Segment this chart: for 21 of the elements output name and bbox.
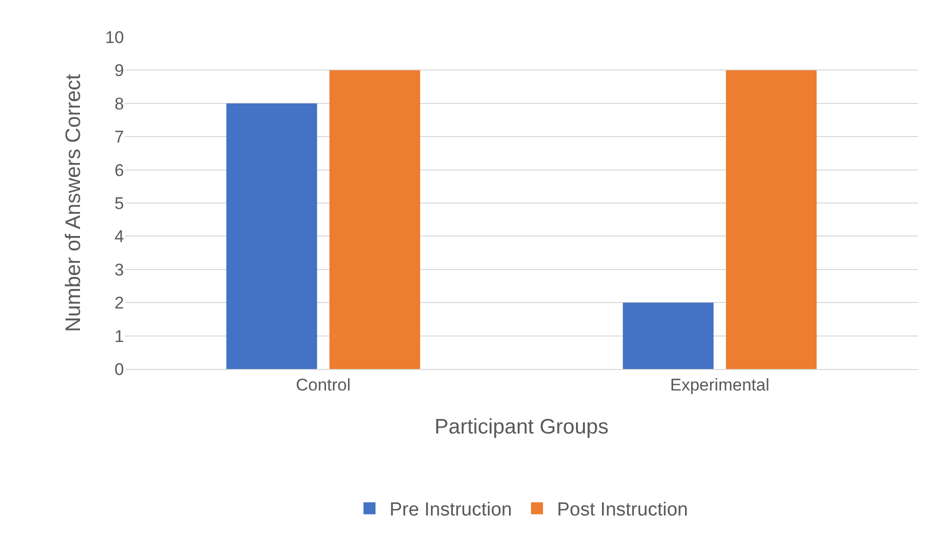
x-tick-label: Experimental <box>670 375 770 394</box>
y-tick-label: 4 <box>114 227 124 246</box>
legend-label: Pre Instruction <box>390 500 512 521</box>
y-tick-label: 6 <box>114 160 124 180</box>
y-tick-label: 10 <box>105 28 124 47</box>
x-axis-title: Participant Groups <box>434 416 608 439</box>
y-tick-label: 3 <box>114 260 124 280</box>
bar <box>329 70 420 369</box>
y-tick-label: 5 <box>114 194 124 213</box>
y-tick-label: 9 <box>114 61 124 80</box>
x-tick-label: Control <box>296 375 351 394</box>
y-tick-label: 2 <box>114 294 124 313</box>
bar <box>622 302 714 369</box>
bar <box>226 103 318 369</box>
y-tick-label: 0 <box>114 360 124 379</box>
y-tick-label: 1 <box>114 326 124 346</box>
y-tick-label: 7 <box>114 128 124 147</box>
y-axis-title: Number of Answers Correct <box>62 74 86 332</box>
bar <box>726 70 817 369</box>
legend-label: Post Instruction <box>557 500 688 521</box>
y-tick-label: 8 <box>114 94 124 114</box>
